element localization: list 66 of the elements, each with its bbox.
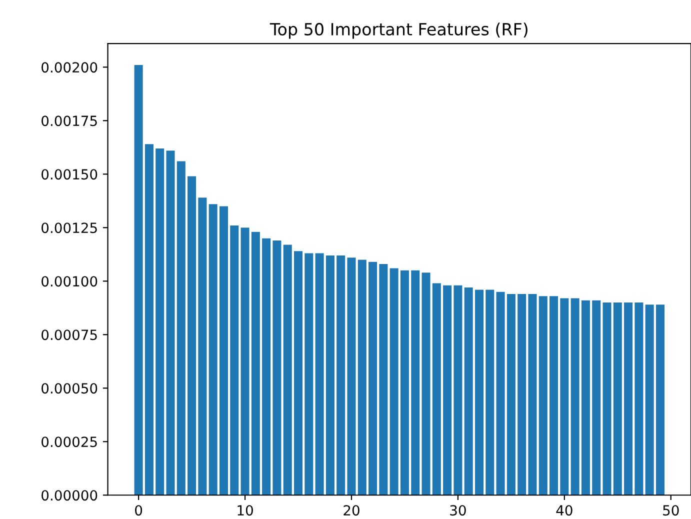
bar: [208, 204, 218, 496]
bar: [134, 64, 143, 496]
bar: [198, 198, 207, 496]
bar: [230, 225, 239, 496]
bar: [486, 290, 494, 496]
bar: [550, 296, 558, 496]
bar: [272, 240, 282, 496]
bar: [570, 298, 580, 496]
y-tick-label: 0.00025: [42, 436, 97, 448]
bar: [358, 260, 366, 496]
bar: [390, 268, 398, 496]
x-tick-label: 50: [663, 505, 679, 516]
bar: [304, 253, 314, 496]
bar: [368, 262, 378, 496]
y-tick-label: 0.00100: [42, 276, 98, 287]
x-tick-label: 10: [238, 505, 253, 516]
bar: [411, 270, 420, 496]
bar: [506, 294, 516, 496]
x-tick-label: 30: [450, 505, 466, 516]
bar: [634, 302, 644, 496]
bar: [347, 258, 356, 496]
x-tick-label: 40: [556, 505, 572, 516]
y-tick-label: 0.00150: [42, 169, 98, 180]
y-tick-label: 0.00050: [42, 383, 98, 394]
bar: [613, 302, 622, 496]
bar: [432, 283, 441, 496]
y-tick-label: 0.00200: [42, 62, 98, 73]
bar: [464, 288, 473, 496]
bar: [581, 300, 590, 496]
y-tick-label: 0.00125: [42, 222, 97, 234]
bar: [624, 302, 633, 496]
y-tick-label: 0.00000: [42, 490, 98, 501]
bar: [156, 148, 164, 496]
bar: [315, 253, 324, 496]
bar: [219, 206, 228, 496]
bar: [336, 255, 346, 496]
bar: [283, 244, 292, 496]
bar: [422, 272, 430, 496]
bar: [560, 298, 569, 496]
x-tick-label: 20: [344, 505, 360, 516]
bar: [496, 292, 505, 496]
bar: [379, 264, 388, 496]
bar: [166, 150, 175, 496]
bar: [538, 296, 548, 496]
bar: [443, 285, 452, 496]
x-tick-label: 0: [135, 505, 142, 516]
bar: [528, 294, 537, 496]
bar: [262, 238, 271, 496]
bar: [176, 161, 186, 496]
bar: [144, 144, 154, 496]
bar: [602, 302, 612, 496]
bar: [656, 304, 664, 496]
bar: [400, 270, 409, 496]
bar: [240, 228, 250, 496]
bar: [326, 255, 334, 496]
bar: [294, 251, 303, 496]
bar: [518, 294, 526, 496]
bar: [188, 176, 196, 496]
bar: [592, 300, 601, 496]
bar: [645, 304, 654, 496]
bar: [474, 290, 484, 496]
y-tick-label: 0.00075: [42, 330, 97, 340]
bar: [251, 232, 260, 496]
y-tick-label: 0.00175: [42, 116, 97, 126]
chart-title: Top 50 Important Features (RF): [270, 22, 528, 39]
bar: [454, 285, 462, 496]
